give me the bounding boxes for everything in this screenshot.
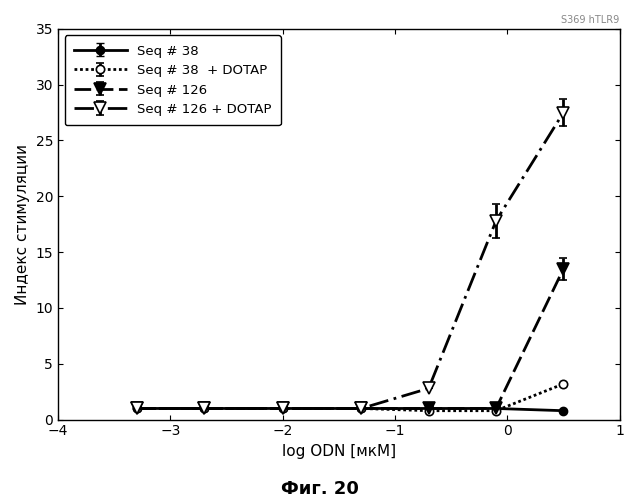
Y-axis label: Индекс стимуляции: Индекс стимуляции [15,144,30,305]
Text: S369 hTLR9: S369 hTLR9 [561,15,620,25]
Legend: Seq # 38, Seq # 38  + DOTAP, Seq # 126, Seq # 126 + DOTAP: Seq # 38, Seq # 38 + DOTAP, Seq # 126, S… [65,35,281,125]
X-axis label: log ODN [мкМ]: log ODN [мкМ] [282,444,396,459]
Text: Фиг. 20: Фиг. 20 [281,480,358,498]
